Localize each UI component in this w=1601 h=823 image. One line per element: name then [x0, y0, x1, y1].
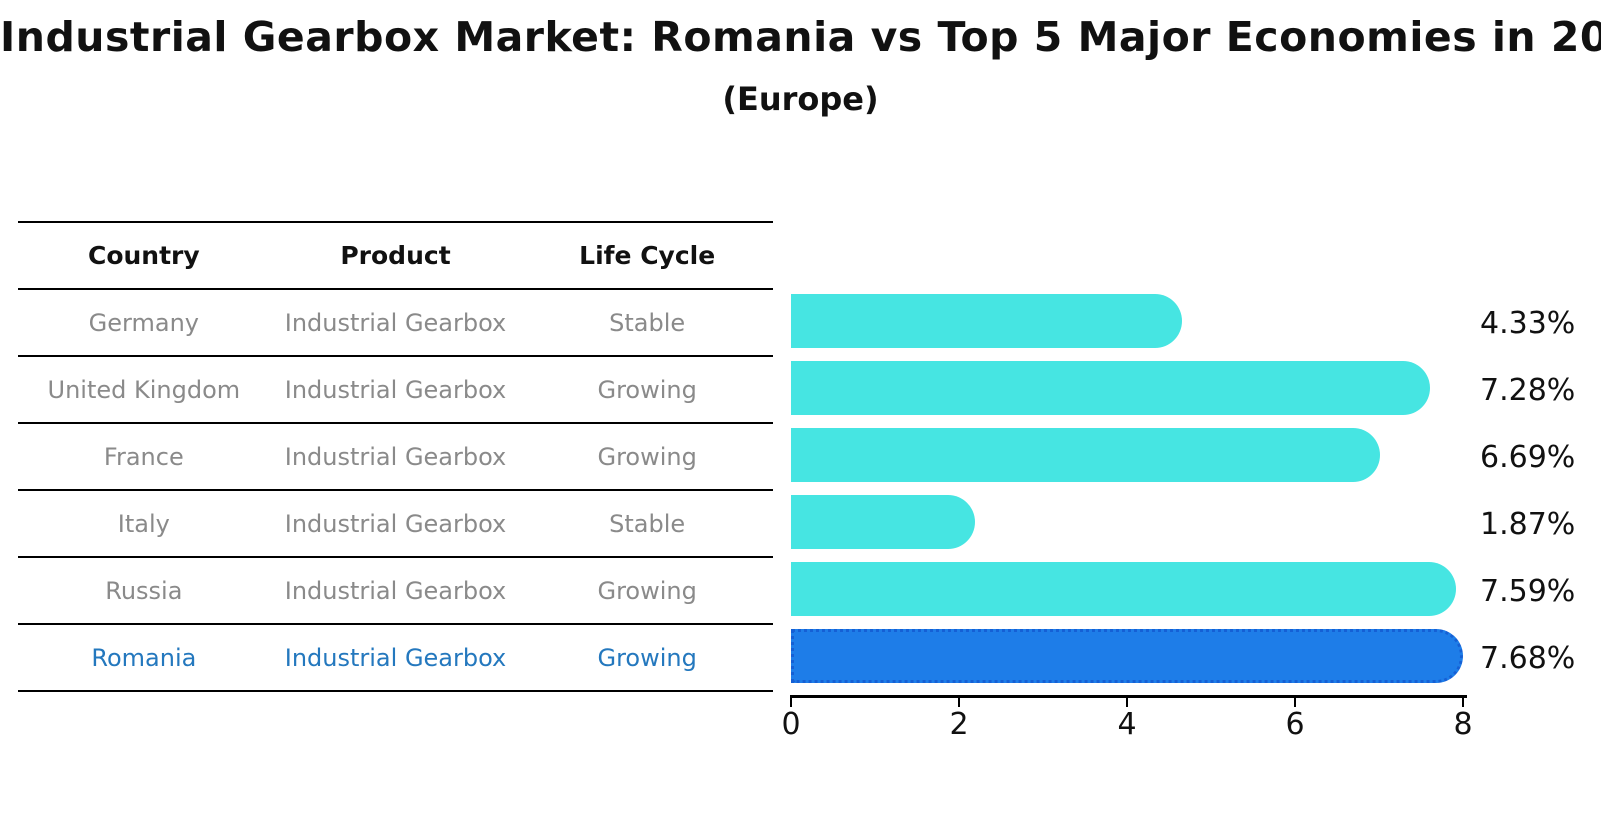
table-header-row: Country Product Life Cycle	[18, 223, 773, 290]
x-axis-line	[790, 695, 1467, 698]
product-cell: Industrial Gearbox	[284, 509, 507, 538]
column-header-country: Country	[87, 241, 200, 270]
x-tick-mark-4	[1126, 698, 1128, 707]
bar-row-romania: 7.68%	[791, 623, 1575, 690]
lifecycle-cell: Stable	[609, 509, 686, 538]
x-tick-label-8: 8	[1453, 707, 1473, 742]
bar-united-kingdom	[791, 361, 1430, 415]
table-row-russia: Russia Industrial Gearbox Growing	[18, 558, 773, 625]
table-row-romania: Romania Industrial Gearbox Growing	[18, 625, 773, 692]
lifecycle-cell: Growing	[597, 442, 697, 471]
bar-chart: 4.33% 7.28% 6.69% 1.87% 7.59% 7.68%	[791, 288, 1575, 690]
bar-germany	[791, 294, 1182, 348]
x-tick-mark-8	[1462, 698, 1464, 707]
lifecycle-cell: Growing	[597, 375, 697, 404]
table-row-germany: Germany Industrial Gearbox Stable	[18, 290, 773, 357]
product-cell: Industrial Gearbox	[284, 308, 507, 337]
country-cell: United Kingdom	[47, 375, 241, 404]
value-label-russia: 7.59%	[1480, 573, 1576, 609]
product-cell: Industrial Gearbox	[284, 442, 507, 471]
chart-title: Industrial Gearbox Market: Romania vs To…	[0, 13, 1601, 61]
country-cell: Romania	[91, 643, 197, 672]
product-cell: Industrial Gearbox	[284, 643, 507, 672]
bar-row-united-kingdom: 7.28%	[791, 355, 1575, 422]
value-label-germany: 4.33%	[1480, 305, 1576, 341]
x-tick-mark-6	[1294, 698, 1296, 707]
x-tick-mark-0	[790, 698, 792, 707]
value-label-italy: 1.87%	[1480, 506, 1576, 542]
x-tick-label-2: 2	[949, 707, 969, 742]
x-tick-label-0: 0	[781, 707, 801, 742]
country-cell: Germany	[88, 308, 199, 337]
x-tick-mark-2	[958, 698, 960, 707]
value-label-romania: 7.68%	[1480, 640, 1576, 676]
column-header-product: Product	[340, 241, 451, 270]
bar-row-france: 6.69%	[791, 422, 1575, 489]
value-label-france: 6.69%	[1480, 439, 1576, 475]
country-cell: Russia	[105, 576, 183, 605]
bar-france	[791, 428, 1380, 482]
table-row-france: France Industrial Gearbox Growing	[18, 424, 773, 491]
table-row-united-kingdom: United Kingdom Industrial Gearbox Growin…	[18, 357, 773, 424]
country-table: Country Product Life Cycle Germany Indus…	[18, 221, 773, 692]
lifecycle-cell: Growing	[597, 576, 697, 605]
bar-row-russia: 7.59%	[791, 556, 1575, 623]
x-tick-label-6: 6	[1285, 707, 1305, 742]
lifecycle-cell: Growing	[597, 643, 697, 672]
chart-subtitle: (Europe)	[722, 80, 879, 118]
product-cell: Industrial Gearbox	[284, 576, 507, 605]
country-cell: Italy	[117, 509, 170, 538]
lifecycle-cell: Stable	[609, 308, 686, 337]
x-tick-label-4: 4	[1117, 707, 1137, 742]
table-row-italy: Italy Industrial Gearbox Stable	[18, 491, 773, 558]
bar-row-germany: 4.33%	[791, 288, 1575, 355]
column-header-lifecycle: Life Cycle	[579, 241, 716, 270]
bar-row-italy: 1.87%	[791, 489, 1575, 556]
country-cell: France	[103, 442, 184, 471]
bar-romania-highlighted	[791, 629, 1464, 683]
bar-russia	[791, 562, 1456, 616]
value-label-united-kingdom: 7.28%	[1480, 372, 1576, 408]
bar-italy	[791, 495, 976, 549]
product-cell: Industrial Gearbox	[284, 375, 507, 404]
